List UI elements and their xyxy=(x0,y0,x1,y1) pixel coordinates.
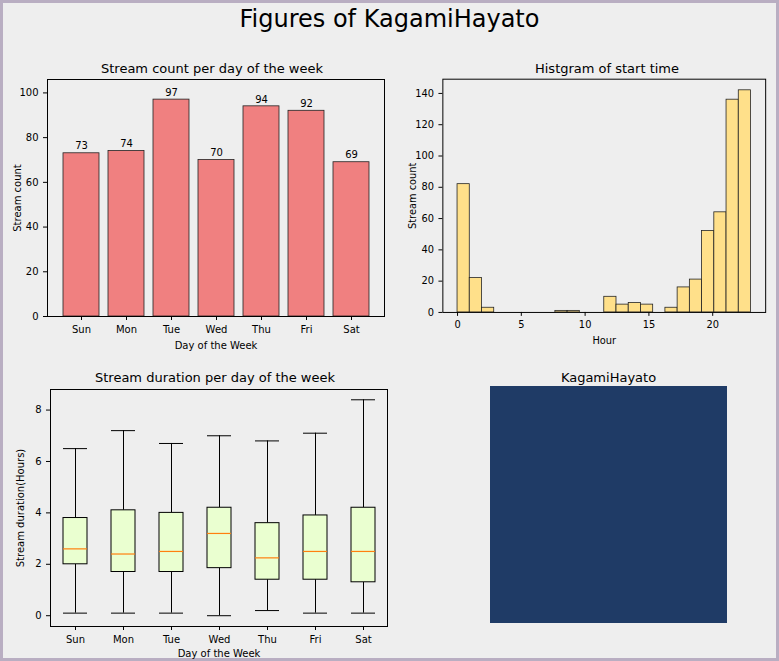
svg-text:69: 69 xyxy=(345,149,358,160)
svg-text:2: 2 xyxy=(35,558,41,569)
html-text:Figures of KagamiHayato: Figures of KagamiHayato xyxy=(239,5,540,33)
svg-text:80: 80 xyxy=(26,132,39,143)
svg-text:10: 10 xyxy=(579,319,592,330)
svg-text:40: 40 xyxy=(26,221,39,232)
svg-text:Mon: Mon xyxy=(116,324,137,335)
svg-text:Thu: Thu xyxy=(251,324,271,335)
svg-text:140: 140 xyxy=(415,88,434,99)
svg-text:15: 15 xyxy=(643,319,656,330)
svg-text:80: 80 xyxy=(421,181,434,192)
svg-text:0: 0 xyxy=(32,311,38,322)
svg-text:Sat: Sat xyxy=(343,324,359,335)
html-text:KagamiHayato: KagamiHayato xyxy=(560,370,657,385)
svg-text:Wed: Wed xyxy=(209,634,231,645)
svg-text:94: 94 xyxy=(255,94,268,105)
svg-text:74: 74 xyxy=(120,138,133,149)
svg-text:0: 0 xyxy=(35,610,41,621)
svg-text:Fri: Fri xyxy=(301,324,313,335)
svg-text:Day of the Week: Day of the Week xyxy=(178,648,261,659)
svg-text:20: 20 xyxy=(26,266,39,277)
svg-text:Fri: Fri xyxy=(310,634,322,645)
svg-text:Day of the Week: Day of the Week xyxy=(175,340,258,351)
svg-text:20: 20 xyxy=(706,319,719,330)
svg-text:Sat: Sat xyxy=(355,634,371,645)
svg-text:5: 5 xyxy=(518,319,524,330)
svg-text:70: 70 xyxy=(210,147,223,158)
html-text:Stream duration per day of the: Stream duration per day of the week xyxy=(95,370,335,385)
svg-text:Sun: Sun xyxy=(72,324,91,335)
svg-text:120: 120 xyxy=(415,119,434,130)
svg-text:60: 60 xyxy=(421,213,434,224)
svg-text:4: 4 xyxy=(35,507,41,518)
svg-text:100: 100 xyxy=(415,150,434,161)
svg-text:6: 6 xyxy=(35,456,41,467)
svg-text:100: 100 xyxy=(19,87,38,98)
svg-text:Tue: Tue xyxy=(162,634,180,645)
svg-text:Tue: Tue xyxy=(162,324,180,335)
svg-text:Mon: Mon xyxy=(113,634,134,645)
svg-text:97: 97 xyxy=(165,87,178,98)
svg-text:Wed: Wed xyxy=(206,324,228,335)
svg-text:92: 92 xyxy=(300,98,313,109)
svg-text:Hour: Hour xyxy=(592,335,617,346)
svg-text:Stream duration(Hours): Stream duration(Hours) xyxy=(15,449,26,568)
svg-text:40: 40 xyxy=(421,244,434,255)
svg-text:20: 20 xyxy=(421,275,434,286)
svg-text:0: 0 xyxy=(454,319,460,330)
svg-text:Stream count: Stream count xyxy=(12,164,23,232)
svg-text:Sun: Sun xyxy=(66,634,85,645)
html-text:Stream count per day of the we: Stream count per day of the week xyxy=(101,61,323,76)
svg-text:0: 0 xyxy=(428,307,434,318)
svg-text:Stream count: Stream count xyxy=(407,162,418,229)
html-text:Histgram of start time: Histgram of start time xyxy=(535,61,679,76)
svg-text:Thu: Thu xyxy=(257,634,277,645)
svg-text:60: 60 xyxy=(26,177,39,188)
svg-text:73: 73 xyxy=(75,140,88,151)
svg-text:8: 8 xyxy=(35,404,41,415)
